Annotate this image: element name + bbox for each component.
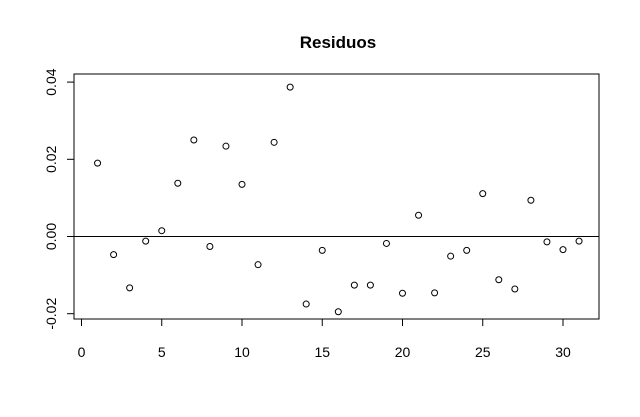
data-point (495, 276, 503, 284)
data-point (222, 142, 230, 150)
data-point (527, 196, 535, 204)
data-point (415, 211, 423, 219)
x-tick-label: 5 (158, 344, 166, 360)
x-tick-label: 30 (555, 344, 571, 360)
data-point (334, 308, 342, 316)
data-point (254, 261, 262, 269)
x-tick-label: 10 (234, 344, 250, 360)
chart-title: Residuos (300, 33, 377, 52)
data-point (382, 239, 390, 247)
data-point (431, 289, 439, 297)
data-point (286, 83, 294, 91)
y-axis: -0.02 0.00 0.02 0.04 (43, 68, 75, 330)
data-point (366, 281, 374, 289)
y-tick-label: 0.02 (43, 145, 59, 172)
data-point (399, 289, 406, 297)
data-point (94, 159, 102, 167)
x-axis: 0 5 10 15 20 25 30 (78, 318, 571, 360)
x-tick-label: 15 (314, 344, 330, 360)
data-point (126, 284, 134, 292)
data-point (463, 246, 471, 254)
data-point (206, 243, 214, 251)
x-tick-label: 0 (78, 344, 86, 360)
data-point (479, 190, 487, 198)
data-point (142, 237, 150, 245)
data-point (575, 237, 583, 245)
data-point (174, 179, 182, 187)
y-tick-label: -0.02 (43, 298, 59, 330)
data-point (302, 300, 310, 308)
data-point (511, 285, 519, 293)
data-point (110, 251, 118, 259)
data-point (543, 238, 551, 246)
data-point (350, 281, 358, 289)
data-point (559, 246, 567, 254)
data-point (318, 246, 326, 254)
x-tick-label: 20 (395, 344, 411, 360)
data-point (158, 227, 166, 235)
data-point (270, 138, 278, 146)
plot-frame (73, 73, 600, 320)
x-tick-label: 25 (475, 344, 491, 360)
y-tick-label: 0.04 (43, 68, 59, 95)
y-tick-label: 0.00 (43, 223, 59, 250)
data-point (447, 252, 455, 260)
data-points (94, 83, 583, 316)
data-point (238, 180, 246, 188)
data-point (190, 136, 198, 144)
